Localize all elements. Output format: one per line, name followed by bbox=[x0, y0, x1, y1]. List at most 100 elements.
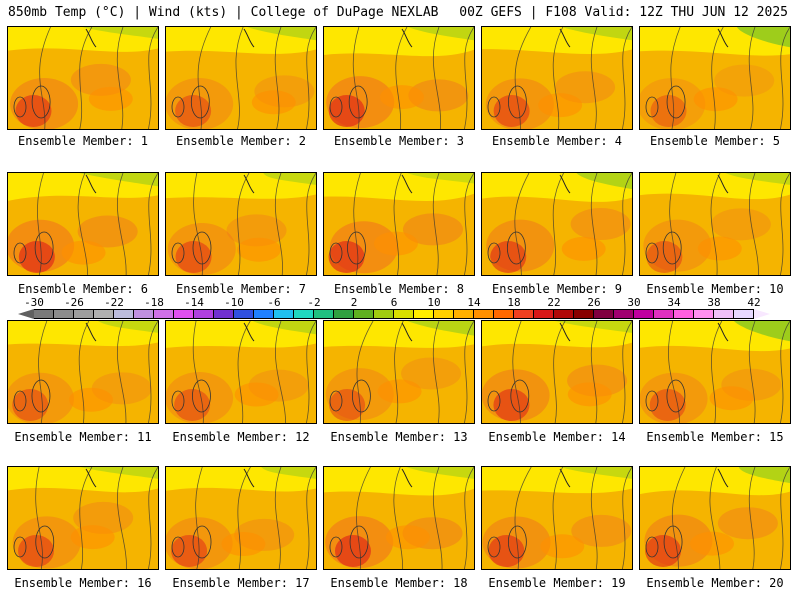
ensemble-member-caption: Ensemble Member: 17 bbox=[172, 576, 310, 590]
run-valid-time: 00Z GEFS | F108 Valid: 12Z THU JUN 12 20… bbox=[459, 5, 788, 20]
ensemble-member-map bbox=[323, 320, 475, 424]
ensemble-member-caption: Ensemble Member: 13 bbox=[330, 430, 468, 444]
colorbar-tick-label: -2 bbox=[307, 296, 321, 309]
colorbar-tick-label: 30 bbox=[627, 296, 641, 309]
colorbar-swatch bbox=[54, 310, 74, 318]
colorbar-tick-label: -10 bbox=[224, 296, 244, 309]
ensemble-member-caption: Ensemble Member: 5 bbox=[649, 134, 781, 148]
colorbar-tick-label: 2 bbox=[350, 296, 358, 309]
colorbar-swatch bbox=[174, 310, 194, 318]
colorbar-swatch bbox=[334, 310, 354, 318]
ensemble-member-map bbox=[481, 26, 633, 130]
colorbar-strip bbox=[34, 309, 754, 319]
ensemble-member-caption: Ensemble Member: 1 bbox=[17, 134, 149, 148]
ensemble-member-map bbox=[639, 26, 791, 130]
colorbar-tick-label: 10 bbox=[427, 296, 441, 309]
ensemble-member-map bbox=[323, 26, 475, 130]
colorbar-right-arrow bbox=[754, 309, 770, 319]
colorbar-tick-label: -18 bbox=[144, 296, 164, 309]
colorbar-tick-label: 18 bbox=[507, 296, 521, 309]
ensemble-member-caption: Ensemble Member: 18 bbox=[330, 576, 468, 590]
colorbar-swatch bbox=[434, 310, 454, 318]
ensemble-member-caption: Ensemble Member: 6 bbox=[17, 282, 149, 296]
colorbar-swatch bbox=[714, 310, 734, 318]
ensemble-member-map bbox=[165, 320, 317, 424]
ensemble-member-caption: Ensemble Member: 10 bbox=[646, 282, 784, 296]
ensemble-member-caption: Ensemble Member: 7 bbox=[175, 282, 307, 296]
colorbar-left-arrow bbox=[18, 309, 34, 319]
chart-title: 850mb Temp (°C) | Wind (kts) | College o… bbox=[8, 5, 439, 20]
colorbar-tick-label: 22 bbox=[547, 296, 561, 309]
colorbar-tick-label: 42 bbox=[747, 296, 761, 309]
colorbar-swatch bbox=[594, 310, 614, 318]
colorbar-swatch bbox=[394, 310, 414, 318]
colorbar-swatch bbox=[154, 310, 174, 318]
ensemble-member-caption: Ensemble Member: 20 bbox=[646, 576, 784, 590]
ensemble-member-caption: Ensemble Member: 4 bbox=[491, 134, 623, 148]
colorbar-tick-label: 34 bbox=[667, 296, 681, 309]
colorbar-swatch bbox=[654, 310, 674, 318]
ensemble-member-map bbox=[481, 320, 633, 424]
ensemble-member-caption: Ensemble Member: 2 bbox=[175, 134, 307, 148]
ensemble-member-caption: Ensemble Member: 8 bbox=[333, 282, 465, 296]
colorbar-swatch bbox=[414, 310, 434, 318]
ensemble-member-caption: Ensemble Member: 12 bbox=[172, 430, 310, 444]
colorbar-swatch bbox=[534, 310, 554, 318]
ensemble-member-map bbox=[7, 320, 159, 424]
colorbar-swatch bbox=[254, 310, 274, 318]
colorbar-swatch bbox=[574, 310, 594, 318]
ensemble-member-map bbox=[7, 26, 159, 130]
colorbar-swatch bbox=[454, 310, 474, 318]
colorbar-swatch bbox=[134, 310, 154, 318]
colorbar-tick-label: 14 bbox=[467, 296, 481, 309]
colorbar-swatch bbox=[494, 310, 514, 318]
colorbar-tick-label: -22 bbox=[104, 296, 124, 309]
colorbar-swatch bbox=[694, 310, 714, 318]
colorbar-swatch bbox=[74, 310, 94, 318]
colorbar-tick-label: -30 bbox=[24, 296, 44, 309]
colorbar-swatch bbox=[34, 310, 54, 318]
ensemble-member-map bbox=[639, 320, 791, 424]
colorbar-tick-label: 6 bbox=[390, 296, 398, 309]
colorbar-swatch bbox=[274, 310, 294, 318]
ensemble-member-caption: Ensemble Member: 9 bbox=[491, 282, 623, 296]
colorbar-tick-label: -14 bbox=[184, 296, 204, 309]
temperature-colorbar: -30 -26 -22 -18 -14 -10 -6 -2 2 6 10 14 18 22 26 30 34 38… bbox=[0, 296, 800, 320]
colorbar-swatch bbox=[614, 310, 634, 318]
colorbar-tick-label: -26 bbox=[64, 296, 84, 309]
ensemble-member-map bbox=[639, 172, 791, 276]
colorbar-tick-label: -6 bbox=[267, 296, 281, 309]
colorbar-tick-label: 26 bbox=[587, 296, 601, 309]
ensemble-member-map bbox=[481, 466, 633, 570]
colorbar-swatch bbox=[734, 310, 754, 318]
colorbar-swatch bbox=[634, 310, 654, 318]
ensemble-member-caption: Ensemble Member: 3 bbox=[333, 134, 465, 148]
ensemble-member-caption: Ensemble Member: 16 bbox=[14, 576, 152, 590]
colorbar-swatch bbox=[94, 310, 114, 318]
ensemble-member-map bbox=[323, 466, 475, 570]
ensemble-member-caption: Ensemble Member: 19 bbox=[488, 576, 626, 590]
colorbar-swatch bbox=[554, 310, 574, 318]
colorbar-swatch bbox=[354, 310, 374, 318]
ensemble-member-map bbox=[165, 466, 317, 570]
colorbar-swatch bbox=[194, 310, 214, 318]
ensemble-member-caption: Ensemble Member: 15 bbox=[646, 430, 784, 444]
colorbar-swatch bbox=[214, 310, 234, 318]
ensemble-member-map bbox=[7, 466, 159, 570]
ensemble-member-caption: Ensemble Member: 11 bbox=[14, 430, 152, 444]
ensemble-member-caption: Ensemble Member: 14 bbox=[488, 430, 626, 444]
colorbar-swatch bbox=[294, 310, 314, 318]
ensemble-member-map bbox=[165, 172, 317, 276]
colorbar-swatch bbox=[474, 310, 494, 318]
colorbar-swatch bbox=[674, 310, 694, 318]
ensemble-member-map bbox=[165, 26, 317, 130]
ensemble-member-map bbox=[481, 172, 633, 276]
colorbar-swatch bbox=[374, 310, 394, 318]
ensemble-member-map bbox=[639, 466, 791, 570]
colorbar-swatch bbox=[514, 310, 534, 318]
colorbar-swatch bbox=[314, 310, 334, 318]
colorbar-swatch bbox=[234, 310, 254, 318]
colorbar-swatch bbox=[114, 310, 134, 318]
colorbar-tick-label: 38 bbox=[707, 296, 721, 309]
ensemble-member-map bbox=[323, 172, 475, 276]
